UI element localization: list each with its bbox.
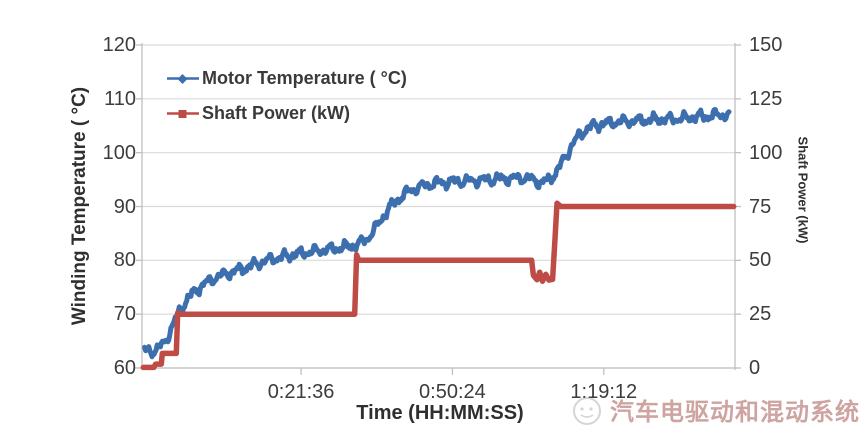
right-axis-tick-label: 150: [749, 34, 783, 56]
left-axis-title: Winding Temperature ( °C): [69, 86, 90, 326]
right-axis-tick-label: 125: [749, 87, 783, 110]
legend: Motor Temperature ( °C) Shaft Power (kW): [166, 61, 407, 131]
series-motor-temperature: [142, 107, 732, 360]
right-axis-tick-label: 75: [749, 195, 772, 218]
x-axis-tick-label: 0:21:36: [267, 381, 335, 403]
right-axis-tick-label: 0: [749, 357, 761, 379]
left-axis-tick-label: 90: [113, 195, 136, 218]
right-axis-tick-label: 50: [749, 249, 772, 272]
watermark-text: 汽车电驱动和混动系统: [610, 399, 860, 426]
legend-item-shaft-power: Shaft Power (kW): [166, 96, 407, 131]
left-axis-tick-label: 100: [102, 141, 136, 164]
left-axis-tick-label: 70: [113, 303, 136, 326]
legend-label: Motor Temperature ( °C): [202, 68, 407, 88]
left-axis-tick-label: 110: [104, 87, 136, 110]
x-axis-title: Time (HH:MM:SS): [356, 402, 524, 424]
line-with-diamond-marker-icon: [167, 74, 199, 84]
x-axis-tick-label: 1:19:12: [570, 381, 638, 403]
legend-label: Shaft Power (kW): [202, 103, 351, 123]
right-axis-tick-label: 100: [749, 141, 783, 164]
watermark: 汽车电驱动和混动系统: [570, 392, 860, 427]
series-shaft-power: [140, 200, 737, 371]
x-axis-tick-label: 0:50:24: [419, 381, 486, 403]
right-axis-tick-label: 25: [749, 303, 772, 326]
legend-item-motor-temperature: Motor Temperature ( °C): [166, 61, 407, 96]
left-axis-tick-label: 60: [113, 357, 136, 379]
left-axis-tick-label: 120: [102, 34, 136, 56]
left-axis-tick-label: 80: [113, 249, 136, 272]
watermark-logo-icon: [573, 396, 601, 425]
line-with-square-marker-icon: [167, 110, 199, 118]
